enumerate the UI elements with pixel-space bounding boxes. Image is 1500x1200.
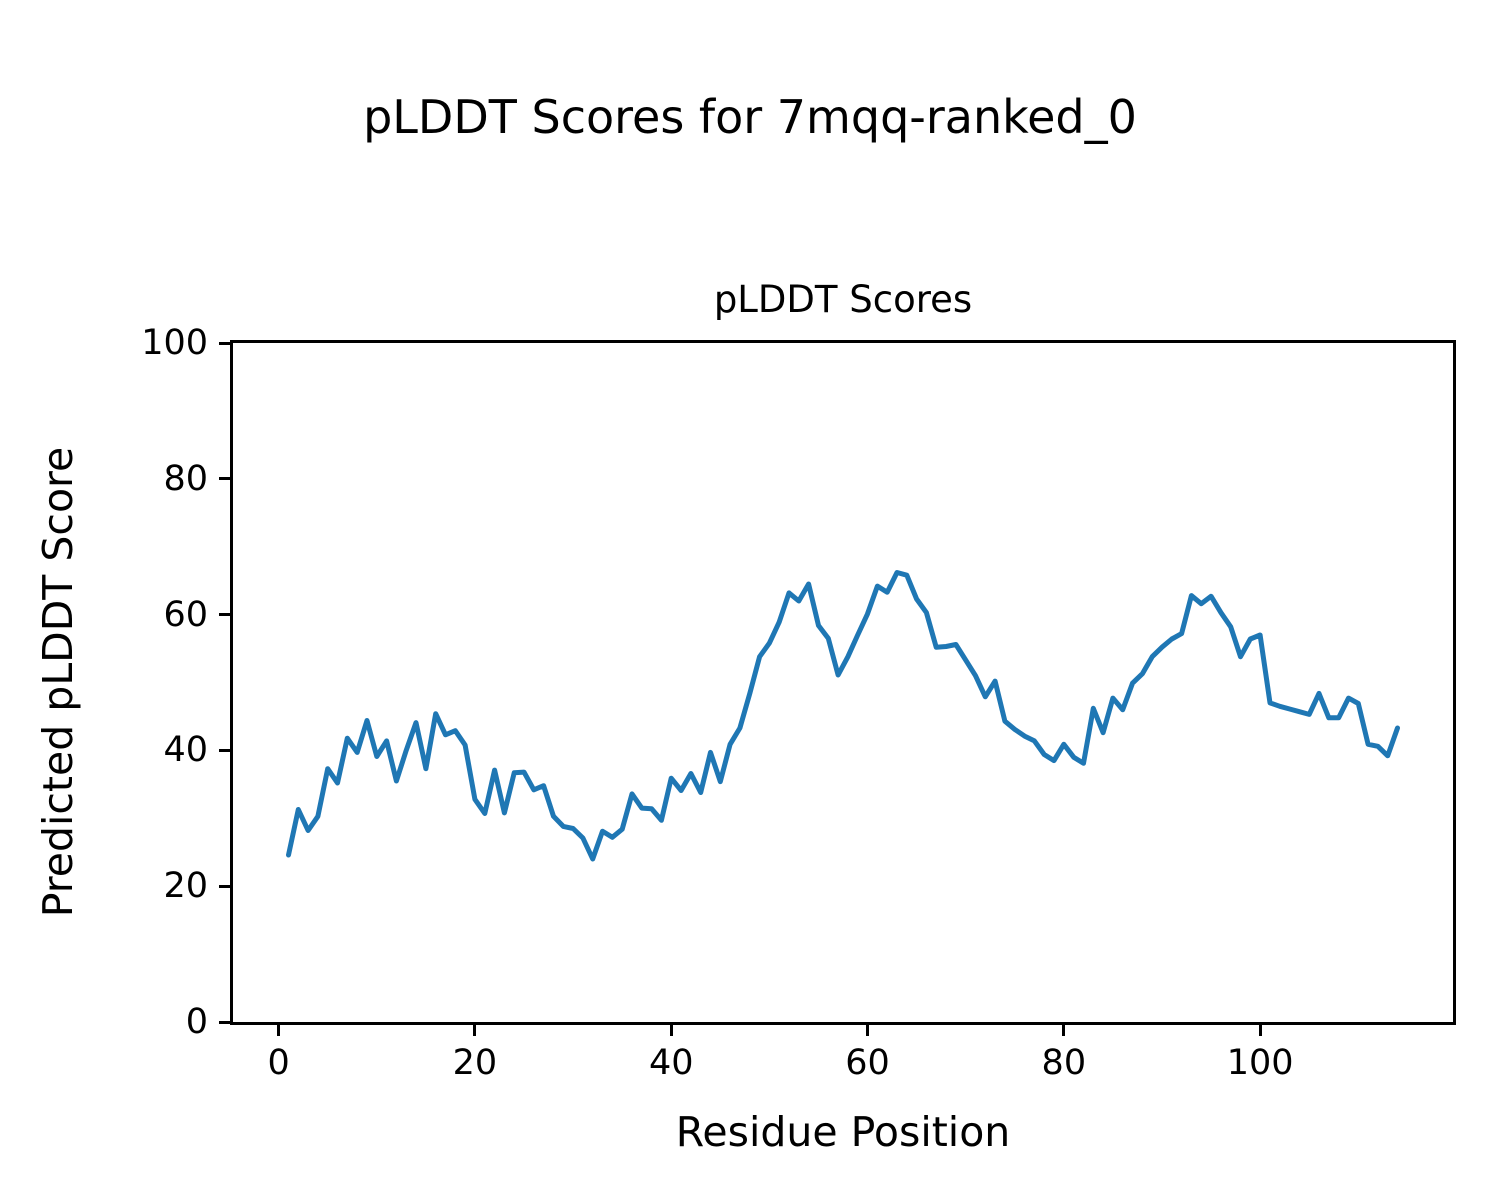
x-tick-label: 20	[452, 1043, 498, 1083]
y-tick-label: 0	[185, 1002, 208, 1042]
x-tick-mark	[1258, 1025, 1262, 1036]
x-tick-mark	[1062, 1025, 1066, 1036]
y-tick-label: 60	[163, 594, 208, 635]
y-tick-mark	[219, 1020, 230, 1024]
y-tick-mark	[219, 748, 230, 752]
figure-title: pLDDT Scores for 7mqq-ranked_0	[363, 90, 1137, 144]
plot-area	[230, 340, 1456, 1025]
x-tick-label: 0	[267, 1043, 290, 1083]
y-tick-label: 80	[163, 458, 208, 499]
y-tick-mark	[219, 477, 230, 481]
y-tick-mark	[219, 341, 230, 345]
axes-title: pLDDT Scores	[713, 278, 973, 321]
y-axis-label: Predicted pLDDT Score	[34, 446, 82, 918]
x-tick-label: 80	[1041, 1043, 1087, 1083]
x-tick-mark	[277, 1025, 281, 1036]
x-tick-mark	[669, 1025, 673, 1036]
y-tick-label: 40	[163, 730, 208, 771]
x-tick-mark	[473, 1025, 477, 1036]
x-tick-mark	[866, 1025, 870, 1036]
x-tick-label: 100	[1226, 1043, 1294, 1083]
y-tick-label: 100	[141, 323, 208, 363]
x-axis-label: Residue Position	[675, 1108, 1011, 1156]
y-tick-label: 20	[163, 866, 208, 907]
y-tick-mark	[219, 613, 230, 617]
plddt-line-series	[286, 570, 1400, 862]
y-tick-mark	[219, 884, 230, 888]
plddt-line-chart	[286, 570, 1400, 862]
x-tick-label: 40	[648, 1043, 694, 1083]
x-tick-label: 60	[845, 1043, 890, 1083]
